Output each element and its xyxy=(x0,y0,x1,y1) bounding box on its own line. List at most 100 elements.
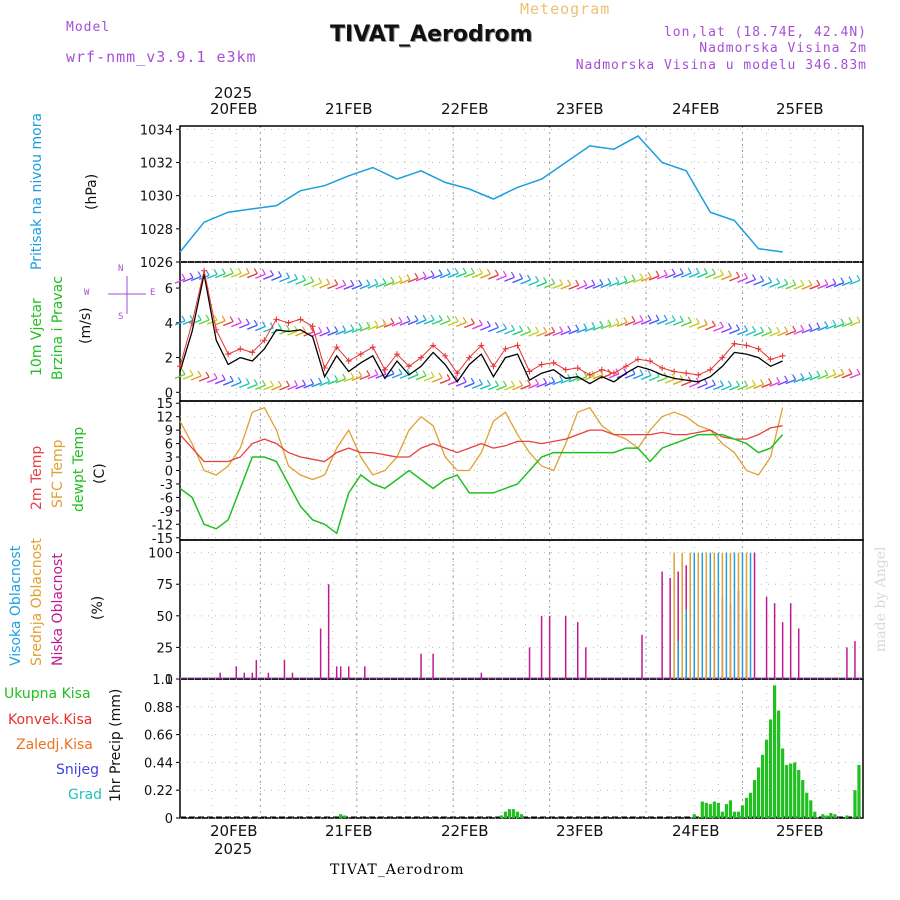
wind-barb xyxy=(536,281,547,288)
wind-barb-flag xyxy=(221,315,226,322)
bottom-date-2: 22FEB xyxy=(441,822,489,840)
wind-barb xyxy=(833,282,845,288)
wind-barb-flag xyxy=(462,317,467,323)
wind-barb-flag xyxy=(751,379,757,386)
gust-marker xyxy=(430,342,437,349)
wind-barb-flag xyxy=(703,378,708,385)
wind-barb xyxy=(255,384,266,390)
wind-barb-flag xyxy=(647,370,652,376)
wind-barb-flag xyxy=(422,314,427,321)
temp-tick-label: -6 xyxy=(160,491,173,506)
elevation-label: Nadmorska Visina 2m xyxy=(699,41,867,56)
wind-barb xyxy=(729,276,740,282)
precip-bar xyxy=(692,814,696,818)
wind-barb xyxy=(206,377,218,384)
precip-bar xyxy=(700,801,704,818)
wind-barb-flag xyxy=(438,314,443,321)
wind-barb-flag xyxy=(374,278,379,285)
pressure-frame xyxy=(179,125,864,263)
precip-bar xyxy=(801,780,805,818)
wind-barb xyxy=(391,321,403,327)
wind-barb-flag xyxy=(824,279,829,285)
wind-barb-flag xyxy=(334,374,339,381)
wind-barb xyxy=(528,331,539,337)
temp-tick-label: 12 xyxy=(156,411,173,426)
wind-barb xyxy=(592,283,604,289)
wind-barb-flag xyxy=(326,278,331,285)
wind-barb xyxy=(769,282,780,288)
wind-barb xyxy=(761,331,772,337)
wind-barb xyxy=(472,272,483,279)
pressure-tick-label: 1028 xyxy=(140,223,173,238)
wind-barb xyxy=(335,329,346,336)
gust-marker xyxy=(659,364,666,371)
wind-barb-flag xyxy=(518,380,523,386)
wind-barb-flag xyxy=(727,323,732,329)
gust-marker xyxy=(261,337,268,344)
wind-barb-flag xyxy=(623,275,628,282)
wind-barb-flag xyxy=(269,380,274,387)
wind-barb xyxy=(697,323,708,330)
gust-marker xyxy=(610,370,617,377)
gust-marker xyxy=(273,316,280,323)
wind-barb-flag xyxy=(816,279,821,286)
wind-barb-flag xyxy=(607,278,612,284)
wind-barb xyxy=(640,276,652,282)
wind-barb xyxy=(375,323,387,330)
wind-barb xyxy=(809,284,821,290)
gust-marker xyxy=(478,342,485,349)
wind-barb-flag xyxy=(213,314,218,321)
wind-barb xyxy=(833,323,845,329)
wind-barb-flag xyxy=(197,370,202,377)
meteogram-label: Meteogram xyxy=(520,0,611,18)
pressure-tick-label: 1026 xyxy=(140,256,173,271)
wind-barb-flag xyxy=(735,380,740,387)
wind-barb-flag xyxy=(840,318,845,325)
wind-barb-flag xyxy=(808,279,813,286)
wind-barb-flag xyxy=(374,320,379,327)
wind-barb-flag xyxy=(679,315,684,322)
wind-barb xyxy=(263,327,274,333)
precip-bar xyxy=(343,815,347,818)
wind-barb-flag xyxy=(727,270,732,277)
wind-barb-flag xyxy=(229,316,234,322)
wind-barb xyxy=(335,284,346,290)
wind-barb xyxy=(841,373,853,379)
precip-bar xyxy=(813,811,817,818)
gust-marker xyxy=(345,358,352,365)
wind-barb xyxy=(230,272,242,278)
wind-barb-flag xyxy=(816,322,821,329)
precip-bar xyxy=(853,790,857,818)
page-title: TIVAT_Aerodrom xyxy=(330,22,533,47)
wind-barb-flag xyxy=(559,278,564,285)
wind-barb-flag xyxy=(551,278,556,284)
temp-tick-label: -9 xyxy=(160,505,173,520)
wind-barb xyxy=(544,381,555,387)
wind-barb xyxy=(608,281,620,288)
wind-barb xyxy=(367,373,379,380)
wind-barb-flag xyxy=(221,268,226,274)
gust-marker xyxy=(225,351,232,358)
wind-barb xyxy=(713,274,724,280)
wind-barb xyxy=(801,328,813,334)
wind-barb xyxy=(809,327,821,333)
compass-south: S xyxy=(118,312,124,322)
gust-marker xyxy=(598,366,605,373)
legend-frz-rain: Zaledj.Kisa xyxy=(16,737,93,753)
wind-barb xyxy=(439,273,451,279)
precip-bar xyxy=(744,797,749,818)
wind-barb-flag xyxy=(302,274,307,281)
wind-barb-flag xyxy=(583,279,588,286)
wind-barb xyxy=(536,331,547,337)
wind-barb-flag xyxy=(784,326,789,332)
wind-barb-flag xyxy=(205,314,210,321)
precip-bar xyxy=(756,767,761,818)
wind-barb xyxy=(439,378,451,384)
wind-barb xyxy=(327,330,338,336)
wind-barb-flag xyxy=(623,317,628,323)
wind-barb xyxy=(423,319,435,325)
wind-barb xyxy=(407,374,419,380)
wind-barb-flag xyxy=(181,315,186,322)
precip-bar xyxy=(829,812,833,818)
precip-bar xyxy=(793,762,797,818)
